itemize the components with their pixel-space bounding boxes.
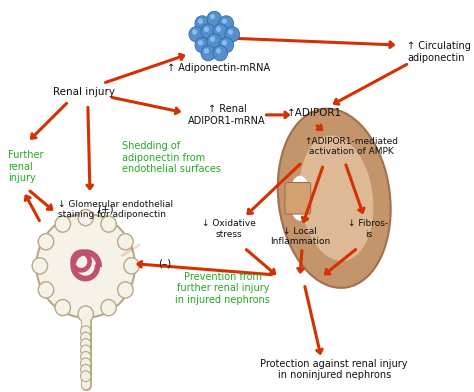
Circle shape (189, 27, 203, 42)
Text: Shedding of
adiponectin from
endothelial surfaces: Shedding of adiponectin from endothelial… (122, 141, 221, 174)
Text: Further
renal
injury: Further renal injury (8, 150, 43, 183)
FancyBboxPatch shape (285, 183, 310, 214)
Text: ↓ Glomerular endothelial
staining for adiponectin: ↓ Glomerular endothelial staining for ad… (58, 200, 173, 219)
Text: (–): (–) (158, 259, 172, 269)
Circle shape (81, 365, 91, 375)
Circle shape (222, 40, 227, 45)
Circle shape (101, 216, 116, 232)
Circle shape (81, 358, 91, 369)
Circle shape (207, 11, 221, 27)
Circle shape (81, 326, 91, 337)
Circle shape (81, 371, 91, 382)
Text: Prevention from
further renal injury
in injured nephrons: Prevention from further renal injury in … (175, 272, 270, 305)
Circle shape (204, 48, 209, 54)
Circle shape (213, 24, 228, 39)
Text: ↓ Fibros-
is: ↓ Fibros- is (348, 219, 389, 239)
Circle shape (101, 299, 116, 316)
Circle shape (219, 37, 234, 53)
Text: Protection against renal injury
in noninjured nephrons: Protection against renal injury in nonin… (261, 359, 408, 380)
Text: ↑ Circulating
adiponectin: ↑ Circulating adiponectin (407, 41, 471, 63)
Circle shape (216, 27, 221, 32)
Circle shape (36, 214, 135, 318)
Circle shape (81, 339, 91, 349)
Text: ↑ADIPOR1: ↑ADIPOR1 (287, 108, 343, 118)
Circle shape (198, 18, 203, 24)
Ellipse shape (289, 176, 310, 221)
Circle shape (201, 24, 216, 39)
Text: ↓ Oxidative
stress: ↓ Oxidative stress (202, 219, 256, 239)
Circle shape (192, 29, 197, 34)
Ellipse shape (278, 109, 391, 288)
Circle shape (195, 16, 210, 31)
Circle shape (201, 45, 216, 61)
Text: ↓ Local
Inflammation: ↓ Local Inflammation (270, 227, 330, 246)
Circle shape (198, 40, 203, 45)
Circle shape (81, 332, 91, 343)
Ellipse shape (300, 136, 374, 261)
Circle shape (78, 306, 93, 322)
Text: ↑ Adiponectin-mRNA: ↑ Adiponectin-mRNA (167, 64, 270, 73)
Circle shape (81, 352, 91, 362)
Circle shape (204, 27, 209, 32)
Circle shape (210, 36, 215, 42)
Circle shape (118, 234, 133, 250)
Circle shape (124, 258, 139, 274)
Circle shape (38, 234, 54, 250)
Circle shape (225, 27, 239, 42)
Circle shape (210, 14, 215, 19)
Circle shape (219, 16, 234, 31)
Circle shape (207, 34, 221, 49)
Circle shape (78, 209, 93, 226)
Circle shape (55, 299, 71, 316)
Circle shape (213, 45, 228, 61)
Circle shape (118, 282, 133, 298)
Circle shape (38, 282, 54, 298)
Circle shape (55, 216, 71, 232)
Text: ↑ Renal
ADIPOR1-mRNA: ↑ Renal ADIPOR1-mRNA (188, 104, 266, 126)
Circle shape (222, 18, 227, 24)
Text: Renal injury: Renal injury (53, 87, 115, 97)
Circle shape (81, 345, 91, 356)
Circle shape (32, 258, 47, 274)
Circle shape (195, 37, 210, 53)
Text: (+): (+) (97, 205, 113, 214)
Circle shape (228, 29, 233, 34)
Circle shape (216, 48, 221, 54)
Text: ↑ADIPOR1-mediated
activation of AMPK: ↑ADIPOR1-mediated activation of AMPK (304, 137, 398, 156)
